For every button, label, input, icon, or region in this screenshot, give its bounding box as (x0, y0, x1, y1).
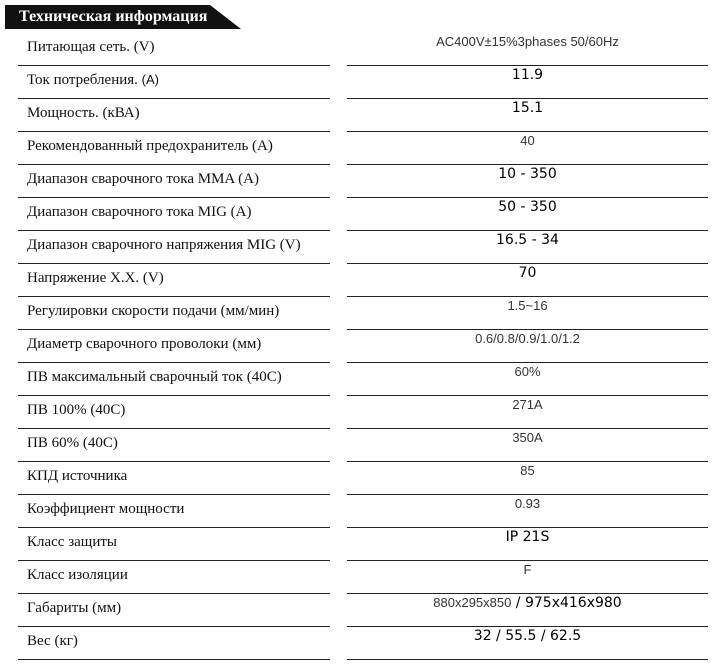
spec-label-text: ПВ 60% (40С) (27, 435, 118, 451)
spec-value-text: 0.93 (514, 496, 541, 511)
spec-label: Регулировки скорости подачи (мм/мин) (18, 298, 330, 330)
spec-label: Питающая сеть. (V) (18, 34, 330, 66)
spec-label: Диапазон сварочного тока MMA (A) (18, 166, 330, 198)
spec-label: ПВ 100% (40С) (18, 397, 330, 429)
spec-label-text: КПД источника (27, 468, 128, 484)
spec-label-text: Диапазон сварочного тока MIG (A) (27, 204, 252, 220)
spec-row: КПД источника 85 (0, 462, 723, 495)
spec-value-text: 32 / 55.5 / 62.5 (473, 628, 582, 644)
spec-value: 0.6/0.8/0.9/1.0/1.2 (347, 331, 708, 363)
spec-value-text: 60% (514, 364, 541, 379)
spec-unit: (A) (141, 72, 159, 87)
section-title: Техническая информация (5, 5, 241, 29)
spec-value: IP 21S (347, 529, 708, 561)
spec-row: Мощность. (кВА) 15.1 (0, 99, 723, 132)
spec-label: ПВ максимальный сварочный ток (40С) (18, 364, 330, 396)
spec-value: 880x295x850 / 975x416x980 (347, 595, 708, 627)
spec-value-text: 50 - 350 (498, 199, 557, 215)
spec-row: Питающая сеть. (V) AC400V±15%3phases 50/6… (0, 33, 723, 66)
spec-row: Диапазон сварочного тока MMA (A) 10 - 350 (0, 165, 723, 198)
spec-label: Рекомендованный предохранитель (A) (18, 133, 330, 165)
spec-row: ПВ 60% (40С) 350A (0, 429, 723, 462)
spec-label-text: ПВ максимальный сварочный ток (40С) (27, 369, 282, 385)
spec-label-text: Рекомендованный предохранитель (A) (27, 138, 273, 154)
spec-value: 1.5~16 (347, 298, 708, 330)
spec-value: F (347, 562, 708, 594)
spec-label: Класс изоляции (18, 562, 330, 594)
spec-label: ПВ 60% (40С) (18, 430, 330, 462)
spec-row: Диаметр сварочного проволоки (мм) 0.6/0.8… (0, 330, 723, 363)
spec-label: Диаметр сварочного проволоки (мм) (18, 331, 330, 363)
spec-value-text: 10 - 350 (498, 166, 557, 182)
spec-label: Класс защиты (18, 529, 330, 561)
spec-row: Вес (кг) 32 / 55.5 / 62.5 (0, 627, 723, 660)
spec-value: 32 / 55.5 / 62.5 (347, 628, 708, 660)
spec-label-text: Диапазон сварочного напряжения MIG (V) (27, 237, 301, 253)
spec-label: Диапазон сварочного напряжения MIG (V) (18, 232, 330, 264)
spec-label: Напряжение Х.Х. (V) (18, 265, 330, 297)
spec-value: 16.5 - 34 (347, 232, 708, 264)
spec-value: 50 - 350 (347, 199, 708, 231)
spec-row: Диапазон сварочного тока MIG (A) 50 - 350 (0, 198, 723, 231)
spec-value: 60% (347, 364, 708, 396)
spec-value: AC400V±15%3phases 50/60Hz (347, 34, 708, 66)
spec-label-text: Класс защиты (27, 534, 118, 550)
spec-label-text: Вес (кг) (27, 633, 78, 649)
spec-value: 40 (347, 133, 708, 165)
spec-value-text: 0.6/0.8/0.9/1.0/1.2 (475, 331, 580, 346)
spec-value-text: 85 (520, 463, 535, 478)
spec-label: Вес (кг) (18, 628, 330, 660)
spec-label-text: Диаметр сварочного проволоки (мм) (27, 336, 262, 352)
spec-label: Ток потребления. (A) (18, 67, 330, 99)
spec-row: Ток потребления. (A) 11.9 (0, 66, 723, 99)
spec-row: Регулировки скорости подачи (мм/мин) 1.5~… (0, 297, 723, 330)
spec-value: 15.1 (347, 100, 708, 132)
spec-row: Класс изоляции F (0, 561, 723, 594)
spec-row: Напряжение Х.Х. (V) 70 (0, 264, 723, 297)
spec-label-text: Регулировки скорости подачи (мм/мин) (27, 303, 280, 319)
spec-label-text: Класс изоляции (27, 567, 128, 583)
spec-label-text: Напряжение Х.Х. (V) (27, 270, 164, 286)
spec-value: 10 - 350 (347, 166, 708, 198)
spec-row: Диапазон сварочного напряжения MIG (V) 16… (0, 231, 723, 264)
spec-label-text: Габариты (мм) (27, 600, 122, 616)
spec-row: ПВ 100% (40С) 271A (0, 396, 723, 429)
spec-value: 0.93 (347, 496, 708, 528)
spec-value-text: F (523, 562, 532, 577)
spec-label: Габариты (мм) (18, 595, 330, 627)
spec-value-text: 1.5~16 (507, 298, 548, 313)
spec-row: ПВ максимальный сварочный ток (40С) 60% (0, 363, 723, 396)
spec-row: Рекомендованный предохранитель (A) 40 (0, 132, 723, 165)
spec-value: 350A (347, 430, 708, 462)
spec-value: 70 (347, 265, 708, 297)
spec-value-text: / 975x416x980 (511, 595, 622, 611)
spec-label-text: Питающая сеть. (V) (27, 39, 155, 55)
spec-row: Габариты (мм) 880x295x850 / 975x416x980 (0, 594, 723, 627)
spec-value-a: 880x295x850 (433, 595, 512, 610)
spec-value-text: IP 21S (505, 529, 550, 545)
spec-row: Коэффициент мощности 0.93 (0, 495, 723, 528)
spec-label: Мощность. (кВА) (18, 100, 330, 132)
spec-value-text: 15.1 (511, 100, 544, 116)
spec-value-text: 11.9 (511, 67, 544, 83)
spec-value: 11.9 (347, 67, 708, 99)
spec-label: Коэффициент мощности (18, 496, 330, 528)
spec-label-text: Коэффициент мощности (27, 501, 185, 517)
spec-value-text: 16.5 - 34 (496, 232, 559, 248)
spec-label-text: ПВ 100% (40С) (27, 402, 126, 418)
spec-label: КПД источника (18, 463, 330, 495)
spec-value: 85 (347, 463, 708, 495)
spec-label-text: Ток потребления. (27, 72, 138, 88)
spec-value-text: AC400V±15%3phases 50/60Hz (436, 34, 619, 49)
spec-value-text: 40 (520, 133, 535, 148)
spec-value: 271A (347, 397, 708, 429)
spec-value-text: 70 (518, 265, 537, 281)
spec-label: Диапазон сварочного тока MIG (A) (18, 199, 330, 231)
spec-label-text: Диапазон сварочного тока MMA (A) (27, 171, 260, 187)
spec-value-text: 350A (512, 430, 543, 445)
spec-value-text: 271A (512, 397, 543, 412)
spec-row: Класс защиты IP 21S (0, 528, 723, 561)
spec-label-text: Мощность. (кВА) (27, 105, 140, 121)
